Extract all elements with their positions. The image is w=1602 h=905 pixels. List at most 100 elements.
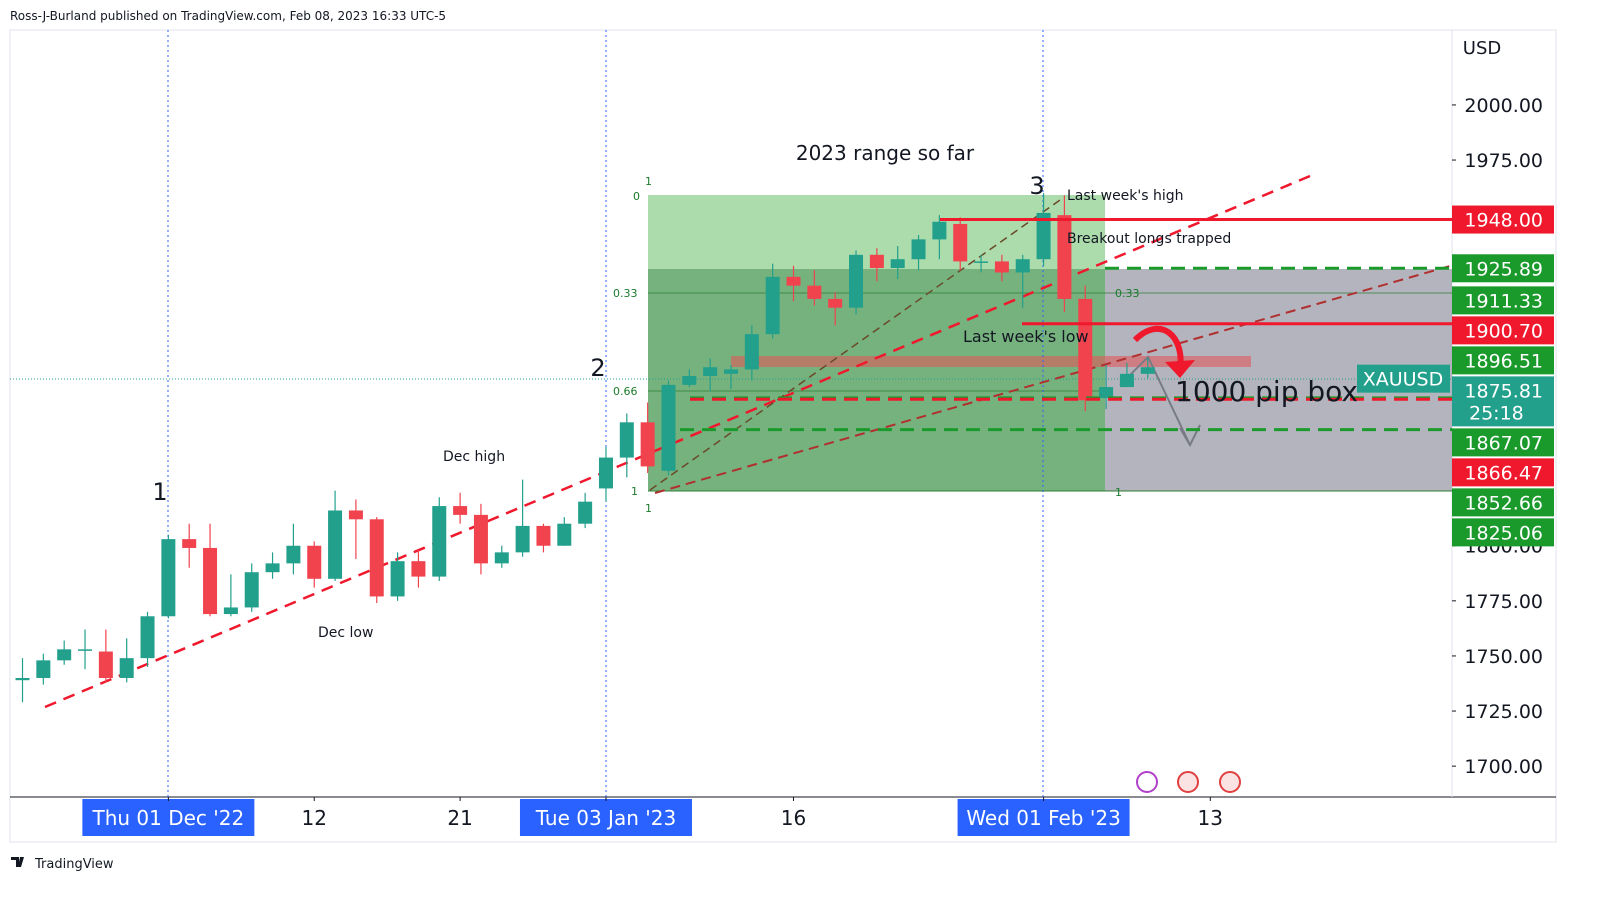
- fib-label: 1: [645, 175, 652, 188]
- candle-body: [849, 254, 864, 308]
- candle-body: [494, 552, 509, 564]
- fib-label: 0: [633, 190, 640, 203]
- x-tick-label: 13: [1198, 806, 1223, 830]
- price-tag: [1452, 205, 1554, 234]
- x-tick-label: 21: [447, 806, 472, 830]
- price-tag: [1452, 428, 1554, 457]
- brand: TradingView: [34, 857, 114, 872]
- candle-body: [661, 384, 676, 471]
- candle-body: [1119, 373, 1134, 388]
- candle-body: [265, 563, 280, 573]
- countdown: 25:18: [1469, 402, 1524, 424]
- candle-body: [390, 561, 405, 597]
- zone: [731, 356, 1251, 367]
- trend-line: [44, 174, 1311, 709]
- annotation: Dec high: [443, 449, 505, 465]
- candle-body: [598, 457, 613, 489]
- price-tag: [1452, 488, 1554, 517]
- candle-body: [1078, 298, 1093, 401]
- price-tag: [1452, 458, 1554, 487]
- candle-body: [244, 572, 259, 608]
- y-tick-label: 1700.00: [1464, 756, 1543, 778]
- candle-body: [536, 525, 551, 546]
- publisher: Ross-J-Burland published on TradingView.…: [10, 9, 446, 23]
- candle-body: [765, 276, 780, 335]
- candle-body: [98, 651, 113, 678]
- footer: TradingView: [11, 857, 114, 872]
- wave-label: 2: [590, 354, 605, 382]
- candle-body: [1057, 215, 1072, 299]
- fib-label: 0.33: [1115, 287, 1140, 300]
- candle-body: [473, 514, 488, 564]
- price-tags: 1700.001725.001750.001775.001800.001975.…: [680, 95, 1554, 778]
- candle-body: [432, 506, 447, 577]
- y-tick-label: 1775.00: [1464, 591, 1543, 613]
- annotations: 2023 range so far 1 2 3 Last week's high…: [152, 141, 1358, 641]
- annotation: Last week's high: [1067, 188, 1184, 204]
- price-tag: [1452, 346, 1554, 375]
- annotation: Dec low: [318, 625, 373, 641]
- candle-body: [161, 539, 176, 617]
- price-tag: [1452, 254, 1554, 283]
- event-icon[interactable]: [1177, 771, 1199, 793]
- price-tag-label: 1825.06: [1464, 522, 1543, 544]
- candle-body: [348, 510, 363, 520]
- fib-label: 0.33: [613, 287, 638, 300]
- candle-body: [57, 649, 72, 661]
- candle-body: [1036, 212, 1051, 260]
- candle-body: [932, 221, 947, 240]
- currency: USD: [1463, 38, 1501, 59]
- candle-body: [328, 510, 343, 579]
- symbol-tag: [1357, 364, 1450, 393]
- candle-body: [911, 239, 926, 260]
- price-tag-label: 1925.89: [1464, 258, 1543, 280]
- candle-body: [724, 369, 738, 374]
- event-icon[interactable]: [1136, 771, 1158, 793]
- candle-body: [953, 223, 968, 262]
- candle-body: [828, 298, 843, 308]
- candle-body: [703, 367, 718, 377]
- price-tag-label: 1866.47: [1464, 462, 1543, 484]
- candle-body: [369, 519, 384, 597]
- fib-lower-box: [648, 269, 1105, 491]
- candle-body: [140, 616, 155, 659]
- trend-lines: [44, 174, 1451, 709]
- x-tick-highlight: [519, 799, 692, 836]
- candle-body: [223, 607, 238, 615]
- candle-body: [807, 285, 822, 299]
- x-tick-label: 12: [302, 806, 327, 830]
- annotation: Breakout longs trapped: [1067, 231, 1231, 247]
- x-tick-highlight: [957, 799, 1130, 836]
- trend-line: [654, 265, 1451, 494]
- price-tag: [1452, 518, 1554, 547]
- x-tick-label: Wed 01 Feb '23: [966, 806, 1120, 830]
- annotation: 2023 range so far: [796, 141, 975, 165]
- wave-label: 1: [152, 478, 167, 506]
- fib-label: 1: [1115, 486, 1122, 499]
- x-tick-label: Thu 01 Dec '22: [91, 806, 244, 830]
- candle-body: [1015, 259, 1030, 273]
- fib-label: 1: [645, 502, 652, 515]
- fib-label: 1: [631, 485, 638, 498]
- candle-body: [682, 376, 697, 385]
- candle-body: [515, 525, 530, 553]
- price-tag: [1452, 316, 1554, 345]
- event-icons: [1136, 771, 1241, 793]
- candle-body: [994, 261, 1009, 273]
- logo: [11, 857, 24, 867]
- candle-body: [36, 660, 51, 678]
- fib-box: [648, 195, 1452, 492]
- time-axis: Thu 01 Dec '22 12 21 Tue 03 Jan '23 16 Wed 01…: [82, 797, 1223, 836]
- candle-body: [786, 276, 801, 286]
- candle-body: [640, 422, 655, 467]
- event-icon[interactable]: [1219, 771, 1241, 793]
- symbol-label: XAUUSD: [1363, 369, 1444, 391]
- candle-body: [15, 677, 30, 681]
- candles: [15, 193, 1155, 703]
- price-tag-label: 1911.33: [1464, 290, 1543, 312]
- y-tick-label: 1975.00: [1464, 150, 1543, 172]
- candle-body: [744, 334, 759, 370]
- price-tag: [1452, 286, 1554, 315]
- candle-body: [869, 254, 884, 269]
